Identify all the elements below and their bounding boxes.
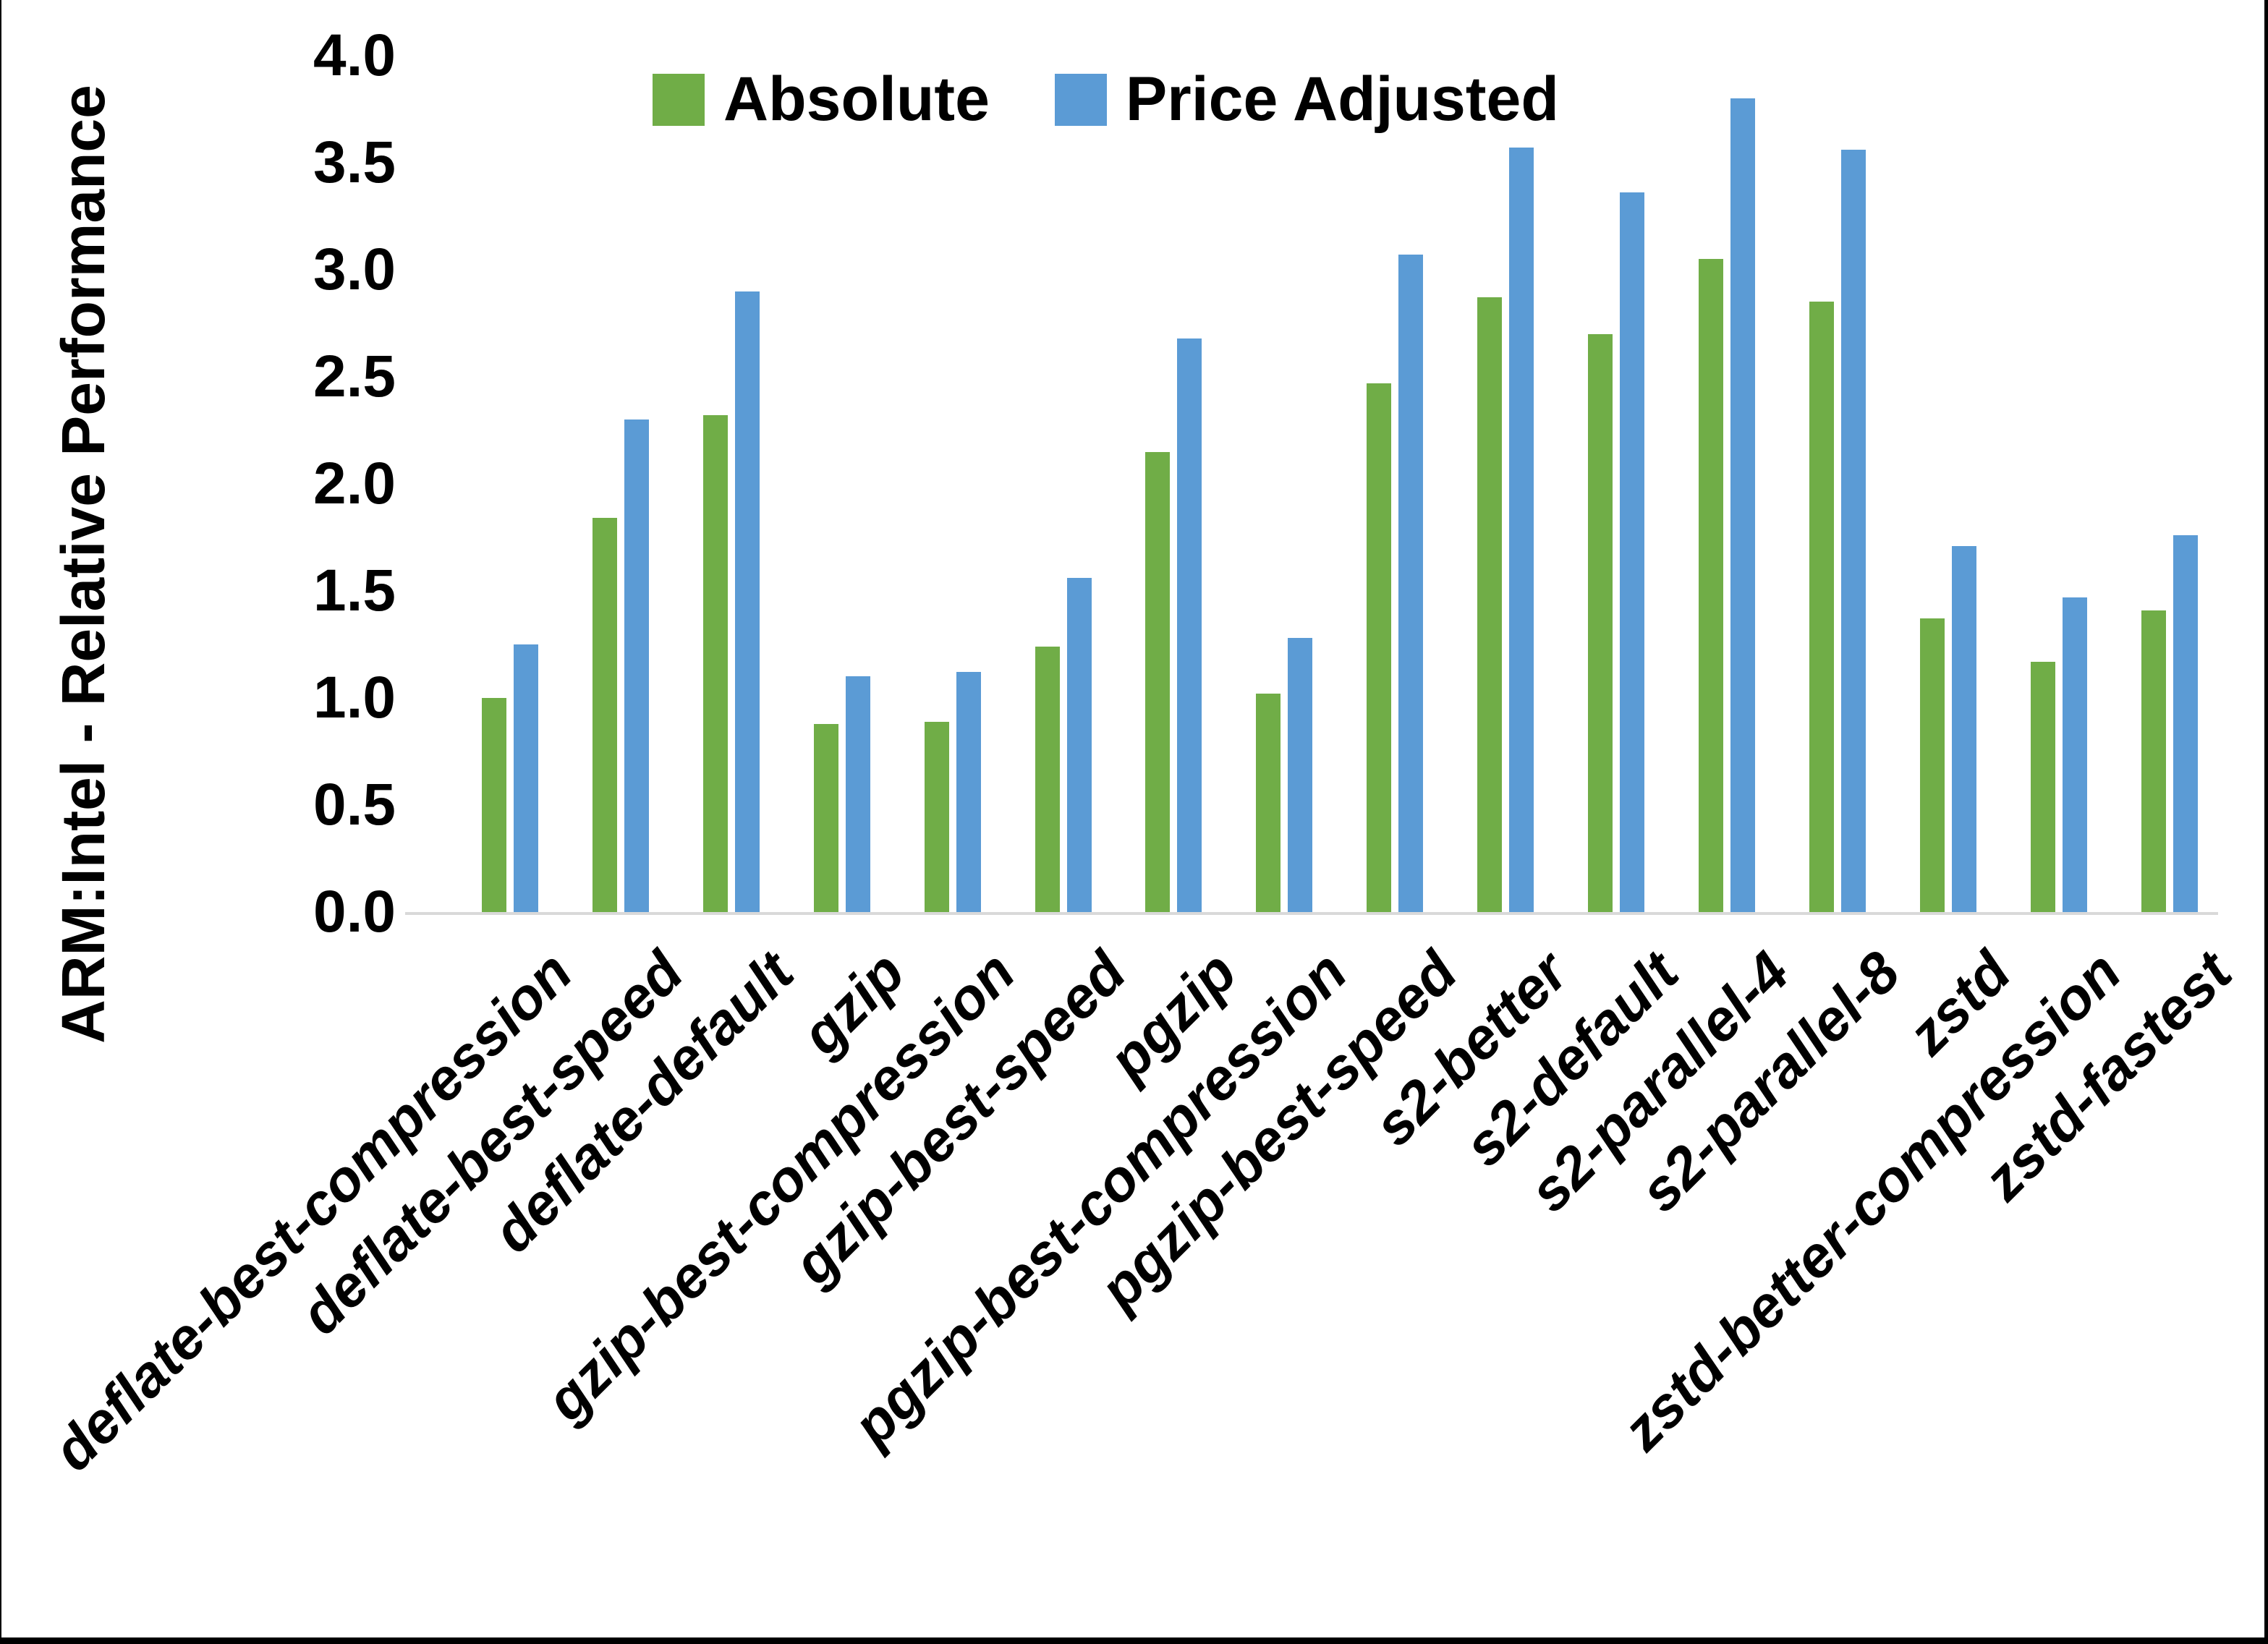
legend-swatch-price-adjusted-icon [1054,73,1107,126]
legend-item-absolute: Absolute [653,64,990,135]
bar-price-adjusted [956,672,981,912]
bar-absolute [1256,694,1281,912]
bar-absolute [1809,302,1834,912]
y-tick-label: 4.0 [313,22,396,88]
y-tick-label: 0.0 [313,879,396,945]
bar-absolute [2030,662,2055,912]
y-tick-label: 2.0 [313,451,396,516]
bar-absolute [1367,383,1392,912]
legend-label-price-adjusted: Price Adjusted [1125,64,1559,134]
bar-price-adjusted [1840,150,1866,912]
bar-price-adjusted [624,419,649,912]
bar-absolute [2141,610,2166,912]
y-tick-label: 3.0 [313,237,396,302]
bar-price-adjusted [734,291,760,912]
bar-absolute [1477,297,1503,912]
bar-absolute [482,698,506,912]
x-axis-line [405,912,2218,915]
bar-absolute [924,722,949,912]
bar-absolute [1698,259,1723,912]
bar-price-adjusted [2173,535,2198,912]
legend-item-price-adjusted: Price Adjusted [1054,64,1559,135]
bar-price-adjusted [1288,638,1313,912]
bar-price-adjusted [1177,338,1202,912]
bar-absolute [1919,618,1945,912]
bar-price-adjusted [845,676,870,912]
bar-price-adjusted [1509,148,1534,912]
legend-label-absolute: Absolute [723,64,990,134]
legend-swatch-absolute-icon [653,73,705,126]
bar-price-adjusted [1951,546,1976,912]
bar-absolute [1588,334,1613,912]
y-tick-label: 1.5 [313,558,396,623]
bar-absolute [1035,647,1060,912]
bar-price-adjusted [1620,192,1644,912]
bar-price-adjusted [1066,578,1092,912]
y-tick-label: 2.5 [313,344,396,409]
y-tick-label: 0.5 [313,772,396,838]
bar-absolute [702,415,728,912]
y-tick-label: 1.0 [313,665,396,731]
legend: Absolute Price Adjusted [653,64,1559,135]
bar-price-adjusted [514,644,538,912]
bar-absolute [592,518,617,912]
bar-absolute [1145,452,1171,912]
bar-absolute [813,724,838,912]
y-tick-label: 3.5 [313,129,396,195]
bar-price-adjusted [1398,255,1424,912]
bar-price-adjusted [1730,98,1755,912]
bar-price-adjusted [2062,597,2087,912]
y-axis-title: ARM:Intel - Relative Performance [49,85,117,1044]
